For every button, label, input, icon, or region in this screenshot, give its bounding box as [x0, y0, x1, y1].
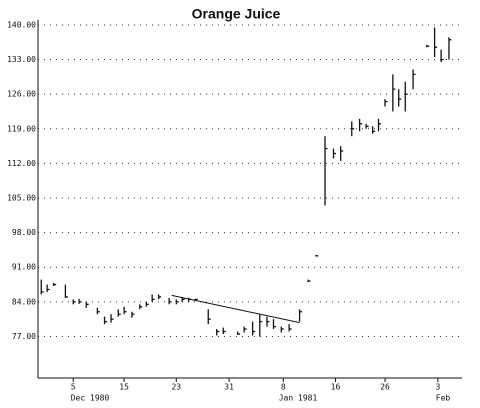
x-tick-label: 15 [119, 383, 129, 392]
y-tick-label: 119.00 [7, 124, 36, 133]
y-tick-label: 140.00 [7, 20, 36, 29]
x-tick-label: 16 [331, 383, 341, 392]
chart-title: Orange Juice [192, 6, 281, 22]
period-label: Dec 1980 [71, 394, 110, 403]
y-tick-label: 105.00 [7, 194, 36, 203]
trend-line [171, 294, 300, 324]
x-tick-label: 31 [224, 383, 234, 392]
x-tick-label: 5 [71, 383, 76, 392]
y-tick-label: 77.00 [12, 332, 36, 341]
x-tick-label: 26 [380, 383, 390, 392]
y-tick-label: 126.00 [7, 90, 36, 99]
y-tick-label: 98.00 [12, 228, 36, 237]
x-tick-label: 8 [281, 383, 286, 392]
x-tick-label: 23 [171, 383, 181, 392]
y-tick-label: 112.00 [7, 159, 36, 168]
y-tick-label: 84.00 [12, 297, 36, 306]
period-label: Feb [436, 394, 451, 403]
y-tick-label: 133.00 [7, 55, 36, 64]
x-tick-label: 3 [435, 383, 440, 392]
y-tick-label: 91.00 [12, 263, 36, 272]
period-label: Jan 1981 [279, 394, 318, 403]
